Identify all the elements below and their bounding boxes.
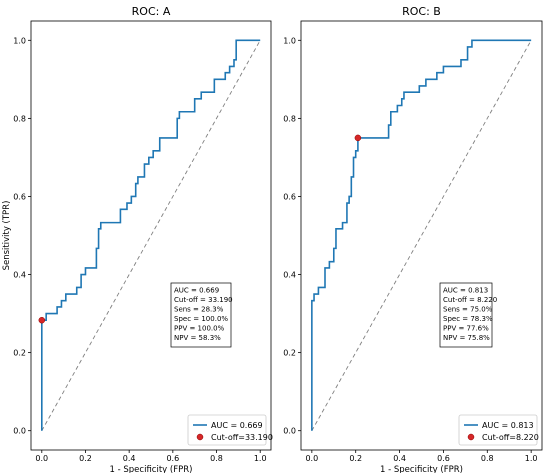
- stats-line: NPV = 58.3%: [174, 334, 221, 342]
- legend-point-swatch: [196, 433, 204, 441]
- stats-line: PPV = 100.0%: [174, 325, 225, 333]
- legend-point-label: Cut-off=8.220: [482, 433, 539, 442]
- stats-box: [439, 282, 493, 348]
- legend-point-label: Cut-off=33.190: [211, 433, 273, 442]
- x-tick-label: 0.6: [166, 454, 179, 463]
- y-tick-label: 0.0: [13, 427, 26, 436]
- legend-point-swatch: [467, 433, 475, 441]
- legend-box: [187, 414, 267, 446]
- chance-diagonal: [311, 40, 532, 431]
- y-tick-label: 0.6: [13, 192, 26, 201]
- stats-line: Spec = 78.3%: [443, 315, 493, 323]
- cutoff-point: [354, 134, 362, 142]
- x-tick-label: 0.8: [481, 454, 494, 463]
- chance-diagonal: [41, 40, 261, 431]
- y-tick-label: 0.2: [13, 349, 26, 358]
- plot-frame: [30, 20, 272, 451]
- y-tick-label: 0.8: [283, 114, 296, 123]
- roc-curve: [311, 39, 532, 431]
- stats-line: AUC = 0.669: [174, 287, 219, 295]
- roc-panel-a: ROC: A 0.0 0.2 0.4 0.6 0.8 1.0 0.0 0.2 0.4 0.6 0.8 1…: [2, 5, 273, 473]
- x-tick-label: 0.0: [305, 454, 318, 463]
- x-tick-label: 0.2: [349, 454, 362, 463]
- y-tick-label: 0.2: [283, 349, 296, 358]
- x-tick-label: 1.0: [254, 454, 267, 463]
- stats-line: Spec = 100.0%: [174, 315, 228, 323]
- y-tick-label: 0.0: [283, 427, 296, 436]
- stats-line: Sens = 75.0%: [443, 306, 493, 314]
- legend-line-label: AUC = 0.669: [211, 421, 263, 430]
- chart-title: ROC: B: [402, 5, 441, 18]
- stats-box: [170, 282, 232, 348]
- stats-line: PPV = 77.6%: [443, 325, 489, 333]
- roc-panel-b: ROC: B 0.0 0.2 0.4 0.6 0.8 1.0 0.0 0.2 0.4 0.6 0.8 1…: [283, 5, 543, 473]
- stats-line: NPV = 75.8%: [443, 334, 490, 342]
- x-axis-label: 1 - Specificity (FPR): [110, 465, 193, 473]
- x-axis-label: 1 - Specificity (FPR): [380, 465, 463, 473]
- x-tick-label: 0.4: [393, 454, 406, 463]
- y-tick-label: 0.4: [13, 271, 26, 280]
- x-tick-label: 0.2: [79, 454, 92, 463]
- chart-title: ROC: A: [132, 5, 171, 18]
- legend-line-label: AUC = 0.813: [482, 421, 534, 430]
- x-tick-label: 1.0: [525, 454, 538, 463]
- cutoff-point: [38, 316, 46, 324]
- legend-box: [458, 414, 538, 446]
- stats-line: Sens = 28.3%: [174, 306, 224, 314]
- stats-line: Cut-off = 33.190: [174, 296, 233, 304]
- roc-curve: [41, 39, 261, 431]
- y-tick-label: 0.8: [13, 114, 26, 123]
- x-tick-label: 0.6: [437, 454, 450, 463]
- stats-line: Cut-off = 8.220: [443, 296, 497, 304]
- y-tick-label: 1.0: [13, 36, 26, 45]
- y-tick-label: 0.6: [283, 192, 296, 201]
- x-tick-label: 0.4: [123, 454, 136, 463]
- x-tick-label: 0.8: [210, 454, 223, 463]
- y-axis-label: Sensitivity (TPR): [2, 201, 12, 271]
- plot-frame: [300, 20, 543, 451]
- x-tick-label: 0.0: [35, 454, 48, 463]
- stats-line: AUC = 0.813: [443, 287, 488, 295]
- y-tick-label: 0.4: [283, 271, 296, 280]
- y-tick-label: 1.0: [283, 36, 296, 45]
